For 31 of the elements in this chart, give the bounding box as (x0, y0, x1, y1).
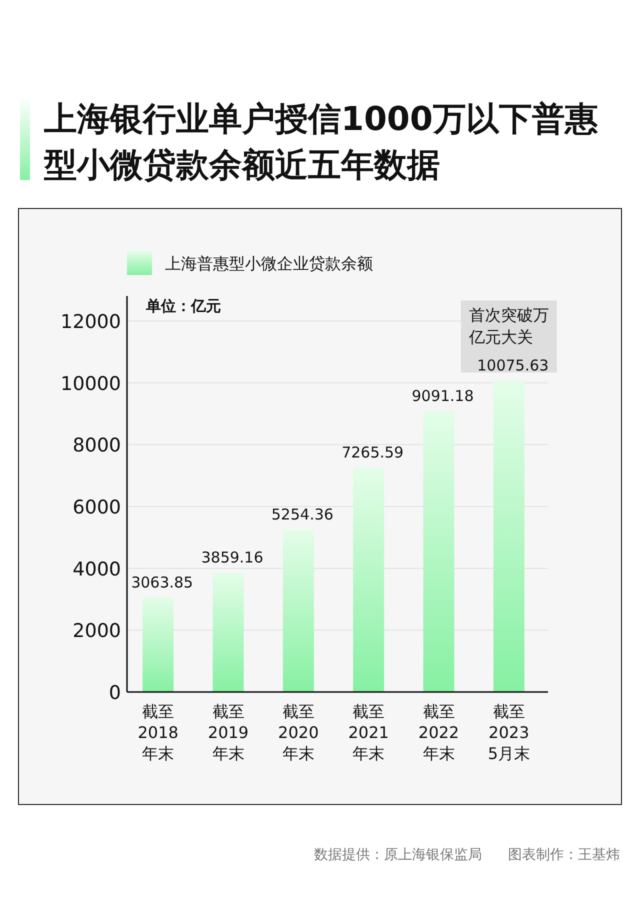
bar (142, 597, 174, 692)
x-tick-label: 截至 2021 年末 (348, 702, 389, 763)
y-tick-label: 12000 (60, 311, 121, 333)
data-label: 10075.63 (477, 356, 549, 374)
bar (353, 467, 384, 692)
y-tick-label: 8000 (72, 434, 121, 457)
y-axis-title: 单位：亿元 (145, 297, 221, 315)
bar (423, 410, 454, 692)
text: 图表制作：王基炜 (508, 847, 620, 863)
x-tick-label: 截至 2022 年末 (418, 702, 460, 763)
bar (493, 380, 524, 692)
annotation: 首次突破万亿元大关 (468, 305, 549, 346)
x-tick-label: 截至 2019 年末 (208, 702, 249, 763)
data-label: 5254.36 (271, 506, 334, 524)
y-tick-label: 10000 (60, 372, 121, 395)
y-tick-label: 4000 (72, 558, 121, 580)
x-tick-label: 截至 2018 年末 (138, 702, 178, 763)
y-tick-label: 6000 (72, 496, 121, 518)
y-tick-label: 2000 (72, 620, 121, 642)
data-label: 3859.16 (201, 548, 264, 567)
data-label: 3063.85 (131, 573, 194, 592)
x-tick-label: 截至 2023 5月末 (488, 702, 530, 763)
data-label: 7265.59 (342, 443, 404, 462)
bar (282, 530, 314, 692)
chart-title: 上海银行业单户授信1000万以下普惠型小微贷款余额近五年数据 (43, 99, 598, 184)
bar (212, 572, 244, 692)
y-tick-label: 0 (108, 682, 121, 704)
text: 数据提供：原上海银保监局 (314, 847, 482, 863)
x-tick-label: 截至 2020 年末 (278, 702, 319, 763)
legend-label: 上海普惠型小微企业贷款余额 (165, 254, 373, 273)
data-label: 9091.18 (412, 386, 474, 405)
